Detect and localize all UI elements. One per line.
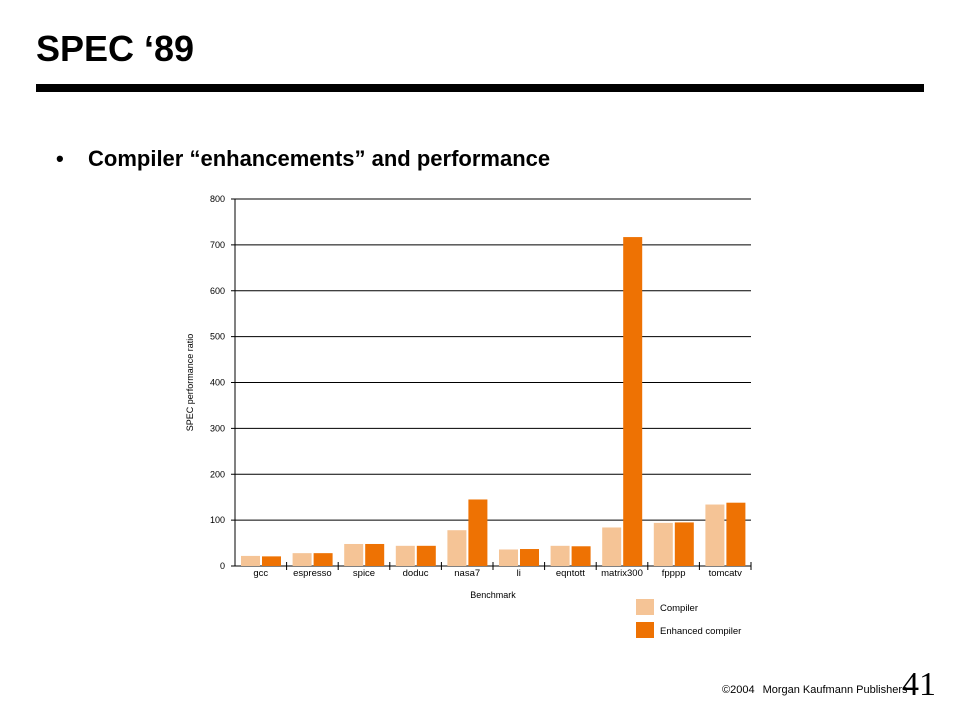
bullet-item: • Compiler “enhancements” and performance: [56, 146, 550, 172]
x-tick-label-eqntott: eqntott: [556, 568, 585, 579]
legend-label-1: Enhanced compiler: [660, 626, 741, 637]
bar-spice-compiler: [344, 543, 364, 566]
slide-title: SPEC ‘89: [36, 28, 195, 69]
y-tick-label-3: 300: [210, 423, 225, 433]
bar-nasa7-compiler: [447, 530, 467, 566]
footer: ©2004 Morgan Kaufmann Publishers: [722, 684, 908, 696]
y-tick-label-8: 800: [210, 194, 225, 204]
bar-tomcatv-enhanced: [726, 502, 746, 566]
x-tick-label-espresso: espresso: [293, 568, 332, 579]
y-tick-label-5: 500: [210, 332, 225, 342]
bar-eqntott-compiler: [550, 545, 570, 566]
y-axis-label: SPEC performance ratio: [185, 334, 195, 432]
publisher-text: Morgan Kaufmann Publishers: [762, 684, 908, 696]
x-tick-label-tomcatv: tomcatv: [709, 568, 743, 579]
x-tick-label-li: li: [517, 568, 521, 579]
legend-swatch-0: [636, 599, 654, 615]
bullet-icon: •: [56, 146, 64, 171]
copyright-text: ©2004: [722, 684, 755, 696]
bar-spice-enhanced: [365, 543, 385, 566]
bar-matrix300-enhanced: [623, 237, 643, 567]
bar-nasa7-enhanced: [468, 499, 488, 566]
bar-fpppp-compiler: [653, 522, 673, 566]
bar-chart: 0 100 200 300 400 500 600 700 800 gcc espresso spic…: [185, 194, 752, 638]
x-tick-label-gcc: gcc: [253, 568, 268, 579]
x-tick-label-matrix300: matrix300: [601, 568, 643, 579]
bar-gcc-compiler: [241, 555, 260, 566]
bar-eqntott-enhanced: [571, 546, 591, 566]
bullet-text: Compiler “enhancements” and performance: [88, 146, 551, 171]
bar-doduc-compiler: [395, 545, 415, 566]
bar-gcc-enhanced: [262, 556, 281, 566]
y-tick-label-2: 200: [210, 469, 225, 479]
x-tick-label-nasa7: nasa7: [454, 568, 480, 579]
bar-espresso-enhanced: [313, 553, 333, 566]
legend-label-0: Compiler: [660, 603, 698, 614]
x-axis-label: Benchmark: [470, 590, 516, 600]
page-number: 41: [902, 666, 936, 703]
legend-swatch-1: [636, 622, 654, 638]
bar-tomcatv-compiler: [705, 504, 725, 566]
bar-doduc-enhanced: [416, 545, 436, 566]
y-tick-label-4: 400: [210, 378, 225, 388]
y-tick-label-0: 0: [220, 561, 225, 571]
x-tick-label-fpppp: fpppp: [662, 568, 686, 579]
x-tick-label-spice: spice: [353, 568, 375, 579]
y-tick-label-1: 100: [210, 515, 225, 525]
bar-li-compiler: [499, 549, 518, 566]
bar-fpppp-enhanced: [674, 522, 694, 566]
x-tick-label-doduc: doduc: [403, 568, 429, 579]
bar-li-enhanced: [520, 549, 539, 566]
y-tick-label-7: 700: [210, 240, 225, 250]
y-tick-label-6: 600: [210, 286, 225, 296]
title-divider: [36, 84, 924, 92]
bar-matrix300-compiler: [602, 527, 622, 566]
bar-espresso-compiler: [292, 553, 312, 566]
